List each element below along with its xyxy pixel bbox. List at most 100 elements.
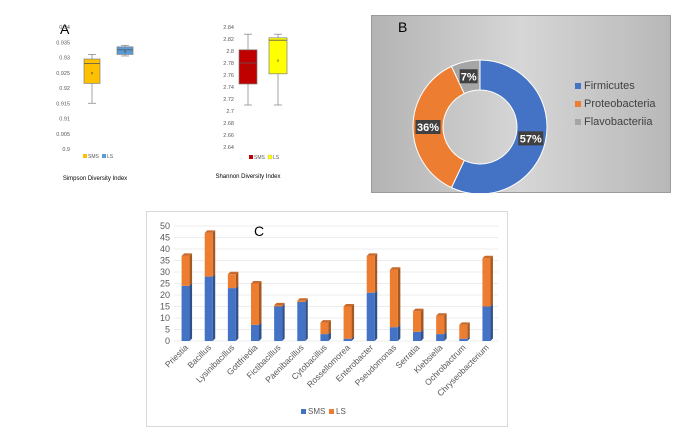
genus-bar-top — [204, 230, 216, 233]
genus-bar-top — [436, 313, 447, 316]
genus-bar-top — [413, 308, 424, 312]
genus-bar-segment-ls — [389, 269, 398, 328]
genus-y-tick-label: 30 — [160, 267, 170, 277]
genus-bar-top — [366, 253, 378, 256]
genus-bar-segment-sms — [389, 327, 398, 341]
shannon-legend-ls: LS — [273, 155, 280, 161]
genus-bar-paenibacillus — [297, 298, 308, 341]
shannon-chart: 2.84 2.82 2.8 2.78 2.76 2.74 2.72 2.7 2.68 2.66 2.… — [215, 25, 288, 180]
simpson-tick-label: 0.905 — [56, 132, 70, 138]
shannon-legend-sms-swatch — [249, 155, 253, 159]
genus-y-tick-label: 20 — [160, 290, 170, 300]
genus-bar-side — [467, 336, 470, 341]
genus-bar-side — [235, 271, 239, 289]
genus-bar-bacillus — [204, 230, 216, 341]
shannon-tick-label: 2.84 — [223, 25, 234, 31]
genus-bar-segment-ls — [320, 322, 329, 335]
genus-bar-top — [181, 253, 193, 256]
genus-bars — [181, 230, 493, 341]
genus-legend-sms: SMS — [308, 407, 325, 416]
donut-data-label: 57% — [520, 133, 542, 145]
simpson-y-ticks: 0.94 0.935 0.93 0.925 0.92 0.915 0.91 0.905 0.9 — [56, 25, 70, 153]
donut-legend: Firmicutes Proteobacteria Flavobacteriia — [575, 80, 656, 128]
genus-bar-top — [251, 281, 262, 284]
genus-bar-segment-ls — [413, 311, 421, 332]
genus-bar-side — [397, 324, 401, 341]
donut-label-bg — [415, 120, 441, 134]
donut-legend-label: Firmicutes — [584, 80, 635, 92]
panel-letter-c: C — [254, 223, 264, 239]
simpson-tick-label: 0.925 — [56, 71, 70, 77]
genus-y-tick-label: 15 — [160, 302, 170, 312]
genus-bar-side — [305, 299, 308, 341]
shannon-legend: SMS LS — [249, 154, 280, 161]
simpson-tick-label: 0.9 — [62, 147, 70, 153]
genus-y-tick-label: 25 — [160, 279, 170, 289]
genus-y-tick-label: 10 — [160, 313, 170, 323]
genus-bar-segment-sms — [343, 338, 352, 341]
simpson-title: Simpson Diversity Index — [63, 176, 127, 182]
genus-bar-side — [444, 313, 447, 335]
shannon-tick-label: 2.68 — [223, 121, 234, 127]
shannon-tick-label: 2.82 — [223, 37, 234, 43]
genus-y-tick-label: 5 — [165, 325, 170, 335]
genus-bar-top — [297, 298, 308, 301]
donut-data-label: 7% — [461, 71, 477, 83]
genus-bar-top — [389, 267, 401, 270]
genus-bar-segment-sms — [227, 288, 236, 341]
genus-bar-segment-ls — [459, 324, 468, 339]
shannon-y-ticks: 2.84 2.82 2.8 2.78 2.76 2.74 2.72 2.7 2.68 2.66 2.… — [223, 25, 234, 151]
donut-panel: B 57% 36% 7% Firmicutes Proteobacteria Flavo… — [371, 15, 671, 195]
shannon-tick-label: 2.78 — [223, 61, 234, 67]
shannon-tick-label: 2.7 — [226, 109, 234, 115]
panel-letter-a: A — [60, 21, 70, 37]
genus-bar-cytobacillus — [320, 320, 331, 341]
genus-bar-top — [482, 255, 493, 259]
donut-chart: B 57% 36% 7% Firmicutes Proteobacteria Flavo… — [371, 15, 671, 195]
genus-bar-side — [328, 331, 331, 341]
donut-label-bg — [518, 131, 544, 146]
donut-legend-swatch — [575, 83, 581, 89]
genus-bar-segment-sms — [320, 334, 329, 341]
shannon-legend-sms: SMS — [254, 155, 266, 161]
genus-bar-segment-ls — [343, 306, 352, 339]
genus-bar-side — [444, 331, 447, 341]
genus-bar-segment-sms — [274, 306, 283, 341]
shannon-tick-label: 2.72 — [223, 97, 234, 103]
genus-bar-klebsiella — [436, 313, 447, 341]
genus-bar-segment-ls — [436, 315, 445, 335]
panel-letter-b: B — [398, 19, 407, 35]
genus-bar-side — [259, 281, 262, 325]
shannon-box-ls: × — [268, 33, 288, 106]
genus-y-tick-label: 0 — [165, 336, 170, 346]
shannon-tick-label: 2.76 — [223, 73, 234, 79]
shannon-box-sms: × — [238, 33, 258, 106]
genus-bar-segment-ls — [297, 300, 306, 302]
shannon-tick-label: 2.74 — [223, 85, 234, 91]
genus-bar-segment-sms — [297, 301, 306, 341]
genus-bar-segment-sms — [436, 334, 445, 341]
simpson-mean-marker: × — [124, 49, 127, 55]
simpson-tick-label: 0.94 — [59, 25, 70, 31]
genus-bar-ochrobactrum — [459, 322, 470, 341]
simpson-tick-label: 0.93 — [59, 56, 70, 62]
genus-bar-side — [467, 322, 470, 339]
genus-bar-gottfriedia — [251, 281, 262, 341]
shannon-iqr-box — [238, 49, 258, 85]
simpson-tick-label: 0.92 — [59, 86, 70, 92]
shannon-tick-label: 2.8 — [226, 49, 234, 55]
genus-bar-top — [274, 302, 285, 306]
simpson-legend: SMS LS — [83, 154, 114, 160]
shannon-iqr-box — [268, 37, 288, 75]
genus-bar-lysinibacillus — [227, 271, 239, 341]
genus-bar-side — [374, 290, 378, 341]
donut-slice-firmicutes — [450, 59, 548, 195]
simpson-mean-marker: × — [91, 71, 94, 77]
genus-bar-side — [374, 253, 378, 293]
simpson-legend-ls-swatch — [102, 154, 106, 158]
genus-bar-segment-sms — [181, 285, 190, 341]
genus-bar-side — [282, 302, 285, 307]
simpson-tick-label: 0.91 — [59, 117, 70, 123]
simpson-legend-sms-swatch — [83, 154, 87, 158]
